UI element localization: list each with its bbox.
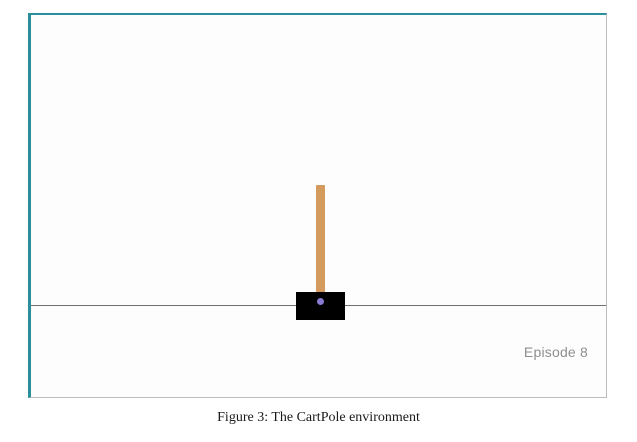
pole: [316, 185, 325, 303]
cart: [296, 292, 345, 320]
figure-caption: Figure 3: The CartPole environment: [217, 410, 420, 425]
pole-axle: [317, 298, 324, 305]
cartpole-render-frame: Episode 8: [28, 13, 607, 398]
episode-label: Episode 8: [523, 344, 588, 360]
